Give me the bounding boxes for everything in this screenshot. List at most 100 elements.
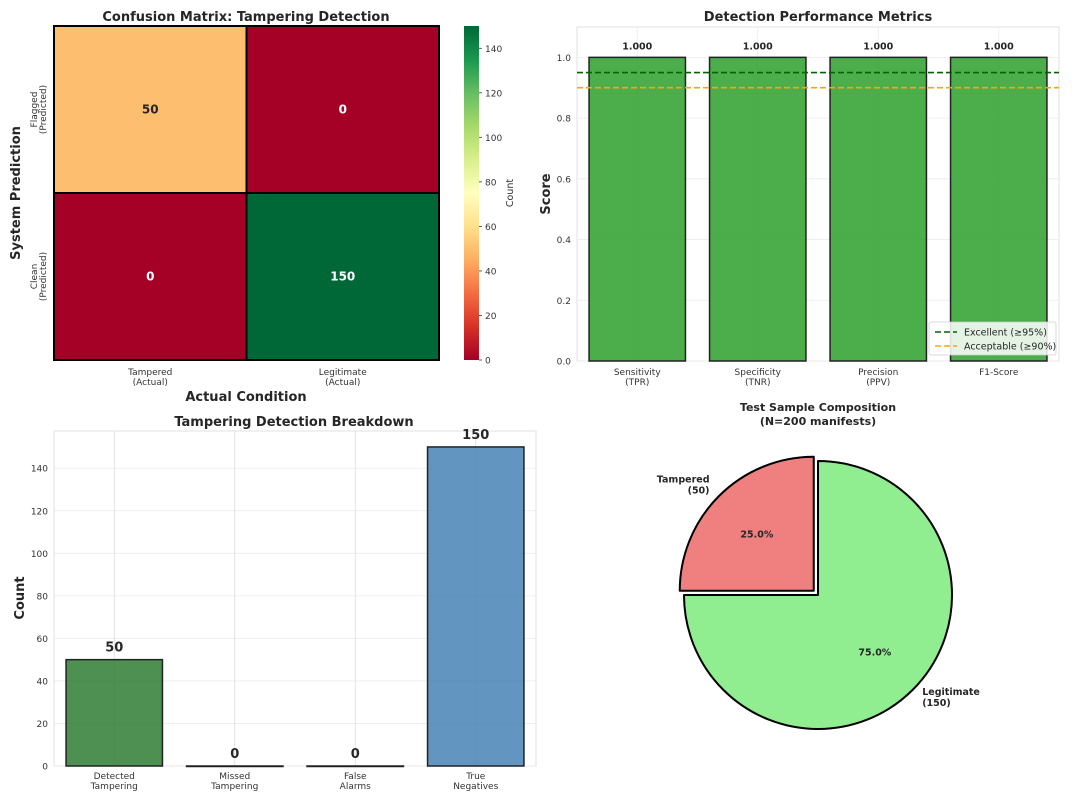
confusion-matrix-cell-value: 0	[339, 103, 347, 117]
colorbar-tick-label: 40	[485, 267, 497, 277]
sample-composition-title-line2: (N=200 manifests)	[760, 415, 876, 428]
detection-breakdown-x-tick-label: Alarms	[340, 782, 371, 792]
colorbar-tick-label: 140	[485, 45, 502, 55]
performance-metrics-bars: 1.000 1.000 1.000 1.000	[588, 41, 1048, 362]
detection-breakdown-bar	[185, 765, 284, 768]
performance-metrics-x-tick-label: F1-Score	[979, 368, 1019, 378]
performance-metrics-bar-value-label: 1.000	[984, 41, 1014, 52]
detection-breakdown-y-axis-label: Count	[13, 576, 28, 619]
performance-metrics-x-tick-label: Precision	[858, 368, 898, 378]
confusion-matrix-cell	[245, 192, 440, 361]
confusion-matrix-x-tick-label: Tampered	[127, 368, 172, 378]
confusion-matrix-y-tick-label: (Predicted)	[39, 85, 49, 134]
colorbar-tick-label: 0	[485, 357, 491, 367]
performance-metrics-x-tick-label: (PPV)	[866, 378, 890, 388]
pie-slice	[683, 460, 953, 730]
pie-slice-label: Legitimate	[922, 687, 980, 698]
pie-slice-label: (150)	[922, 698, 951, 709]
performance-metrics-y-tick-label: 0.2	[557, 297, 571, 307]
detection-breakdown-y-tick-label: 0	[42, 763, 48, 773]
confusion-matrix-cell-value: 0	[146, 270, 154, 284]
colorbar-tick-label: 100	[485, 134, 502, 144]
performance-metrics-y-tick-label: 1.0	[557, 54, 572, 64]
performance-metrics-x-ticks: Sensitivity(TPR) Specificity(TNR) Precisio…	[614, 368, 1019, 388]
colorbar-tick-label: 80	[485, 178, 497, 188]
confusion-matrix-panel: Confusion Matrix: Tampering Detection 50…	[9, 10, 516, 405]
confusion-matrix-cell	[245, 25, 440, 194]
confusion-matrix-y-axis-label: System Prediction	[9, 126, 24, 260]
confusion-matrix-y-ticks: Flagged (Predicted)Clean (Predicted)	[30, 85, 49, 301]
confusion-matrix-y-tick-label: Flagged	[30, 92, 40, 128]
pie-slice-percent-label: 25.0%	[740, 529, 773, 540]
performance-metrics-bar	[829, 56, 928, 362]
performance-metrics-bar	[588, 56, 687, 362]
detection-breakdown-y-tick-label: 100	[31, 550, 48, 560]
performance-metrics-x-tick-label: Specificity	[735, 368, 782, 378]
detection-breakdown-y-tick-label: 60	[37, 635, 49, 645]
performance-metrics-panel: Detection Performance Metrics 1.000 1.000…	[539, 10, 1060, 388]
detection-breakdown-x-tick-label: False	[344, 772, 367, 782]
sample-composition-title-line1: Test Sample Composition	[740, 401, 896, 414]
performance-metrics-x-tick-label: (TPR)	[625, 378, 649, 388]
detection-breakdown-x-tick-label: Missed	[219, 772, 250, 782]
performance-metrics-bar	[949, 56, 1048, 362]
performance-metrics-bar-value-label: 1.000	[743, 41, 773, 52]
detection-breakdown-x-tick-label: True	[465, 772, 486, 782]
colorbar-tick-label: 20	[485, 312, 497, 322]
performance-metrics-y-tick-label: 0.4	[557, 236, 572, 246]
performance-metrics-x-tick-label: Sensitivity	[614, 368, 662, 378]
pie-slice-percent-label: 75.0%	[858, 647, 891, 658]
colorbar-tick-label: 60	[485, 223, 497, 233]
confusion-matrix-title: Confusion Matrix: Tampering Detection	[102, 10, 389, 25]
sample-composition-panel: Test Sample Composition (N=200 manifests…	[657, 401, 980, 730]
performance-metrics-title: Detection Performance Metrics	[704, 10, 933, 25]
performance-metrics-y-tick-label: 0.0	[557, 358, 572, 368]
detection-breakdown-y-tick-label: 80	[37, 592, 49, 602]
detection-breakdown-bar-value-label: 0	[230, 747, 239, 762]
confusion-matrix-cell-value: 50	[142, 103, 159, 117]
detection-breakdown-x-tick-label: Tampering	[90, 782, 138, 792]
confusion-matrix-cell-value: 150	[330, 270, 355, 284]
colorbar: 0 20 40 60 80 100 120 140	[464, 26, 502, 367]
detection-breakdown-bars: 50 0 0 150	[65, 428, 525, 768]
confusion-matrix-x-axis-label: Actual Condition	[185, 390, 306, 405]
confusion-matrix-x-tick-label: (Actual)	[133, 378, 168, 388]
detection-breakdown-bar	[65, 658, 164, 767]
performance-metrics-y-axis-label: Score	[539, 173, 554, 214]
confusion-matrix-cell	[53, 25, 248, 194]
performance-metrics-reference-lines	[577, 71, 1059, 89]
detection-breakdown-x-tick-label: Tampering	[210, 782, 258, 792]
pie-slice-label: (50)	[688, 486, 710, 497]
confusion-matrix-x-tick-label: Legitimate	[319, 368, 367, 378]
performance-metrics-y-ticks: 0.0 0.2 0.4 0.6 0.8 1.0	[557, 54, 572, 368]
legend-box	[928, 321, 1057, 356]
detection-breakdown-x-tick-label: Negatives	[453, 782, 498, 792]
detection-breakdown-panel: Tampering Detection Breakdown 50 0 0 150 0 2…	[13, 415, 537, 792]
detection-breakdown-bar	[306, 765, 405, 768]
confusion-matrix-x-tick-label: (Actual)	[325, 378, 360, 388]
performance-metrics-legend: Excellent (≥95%) Acceptable (≥90%)	[928, 321, 1057, 356]
colorbar-tick-label: 120	[485, 89, 502, 99]
confusion-matrix-y-tick-label: Clean	[30, 264, 40, 290]
performance-metrics-bar-value-label: 1.000	[622, 41, 652, 52]
detection-breakdown-x-tick-label: Detected	[94, 772, 135, 782]
detection-breakdown-bar-value-label: 150	[462, 428, 489, 443]
legend-entry-label: Acceptable (≥90%)	[964, 342, 1056, 353]
performance-metrics-y-tick-label: 0.6	[557, 175, 572, 185]
pie-slice-label: Tampered	[657, 475, 710, 486]
confusion-matrix-x-ticks: Tampered(Actual)Legitimate(Actual)	[127, 368, 367, 388]
performance-metrics-x-tick-label: (TNR)	[745, 378, 771, 388]
legend-entry-label: Excellent (≥95%)	[964, 328, 1047, 339]
detection-breakdown-bar	[426, 446, 525, 767]
detection-breakdown-y-tick-label: 140	[31, 465, 48, 475]
performance-metrics-bar-value-label: 1.000	[863, 41, 893, 52]
colorbar-label: Count	[505, 179, 516, 207]
detection-breakdown-x-ticks: DetectedTamperingMissedTamperingFalseAla…	[90, 772, 499, 792]
detection-breakdown-y-tick-label: 120	[31, 507, 48, 517]
performance-metrics-bar	[708, 56, 807, 362]
performance-metrics-y-tick-label: 0.8	[557, 115, 572, 125]
confusion-matrix-cell	[53, 192, 248, 361]
pie-slice	[678, 455, 815, 592]
detection-breakdown-y-tick-label: 40	[37, 677, 49, 687]
